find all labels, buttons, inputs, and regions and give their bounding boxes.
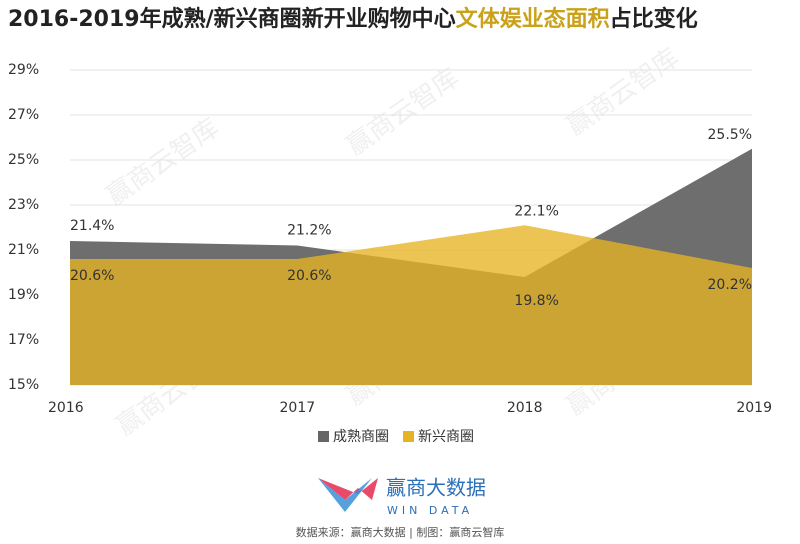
x-tick-label: 2016 <box>48 400 84 416</box>
logo: 赢商大数据 WIN DATA <box>318 476 486 517</box>
data-label: 19.8% <box>514 293 558 309</box>
logo-icon <box>318 478 378 500</box>
title-part-highlight: 文体娱业态面积 <box>456 6 610 32</box>
legend-swatch <box>318 431 329 442</box>
x-tick-label: 2017 <box>280 400 316 416</box>
y-tick-label: 17% <box>8 332 39 348</box>
legend-label: 成熟商圈 <box>333 429 389 445</box>
source: 数据来源：赢商大数据 | 制图：赢商云智库 <box>296 525 505 539</box>
data-label: 21.2% <box>287 223 331 239</box>
y-tick-label: 19% <box>8 287 39 303</box>
legend-label: 新兴商圈 <box>418 429 474 445</box>
x-tick-label: 2019 <box>736 400 772 416</box>
logo-icon <box>318 478 372 512</box>
data-label: 25.5% <box>708 127 752 143</box>
watermark: 赢商云智库 <box>561 43 685 142</box>
logo-subtext: WIN DATA <box>387 504 473 517</box>
legend-swatch <box>403 431 414 442</box>
data-label: 20.6% <box>70 268 114 284</box>
y-tick-label: 23% <box>8 197 39 213</box>
data-label: 21.4% <box>70 218 114 234</box>
y-tick-label: 27% <box>8 107 39 123</box>
watermark: 赢商云智库 <box>101 113 225 212</box>
x-tick-label: 2018 <box>507 400 543 416</box>
y-tick-label: 15% <box>8 377 39 393</box>
y-tick-label: 21% <box>8 242 39 258</box>
y-tick-label: 29% <box>8 62 39 78</box>
data-label: 20.6% <box>287 268 331 284</box>
area <box>70 225 752 385</box>
title-part: 2016-2019年成熟/新兴商圈新开业购物中心 <box>8 6 456 32</box>
logo-text: 赢商大数据 <box>386 476 486 500</box>
title-part: 占比变化 <box>610 6 698 32</box>
y-tick-label: 25% <box>8 152 39 168</box>
watermark: 赢商云智库 <box>341 63 465 162</box>
data-label: 20.2% <box>708 277 752 293</box>
data-label: 22.1% <box>514 203 558 219</box>
chart-title: 2016-2019年成熟/新兴商圈新开业购物中心文体娱业态面积占比变化 <box>8 6 698 32</box>
